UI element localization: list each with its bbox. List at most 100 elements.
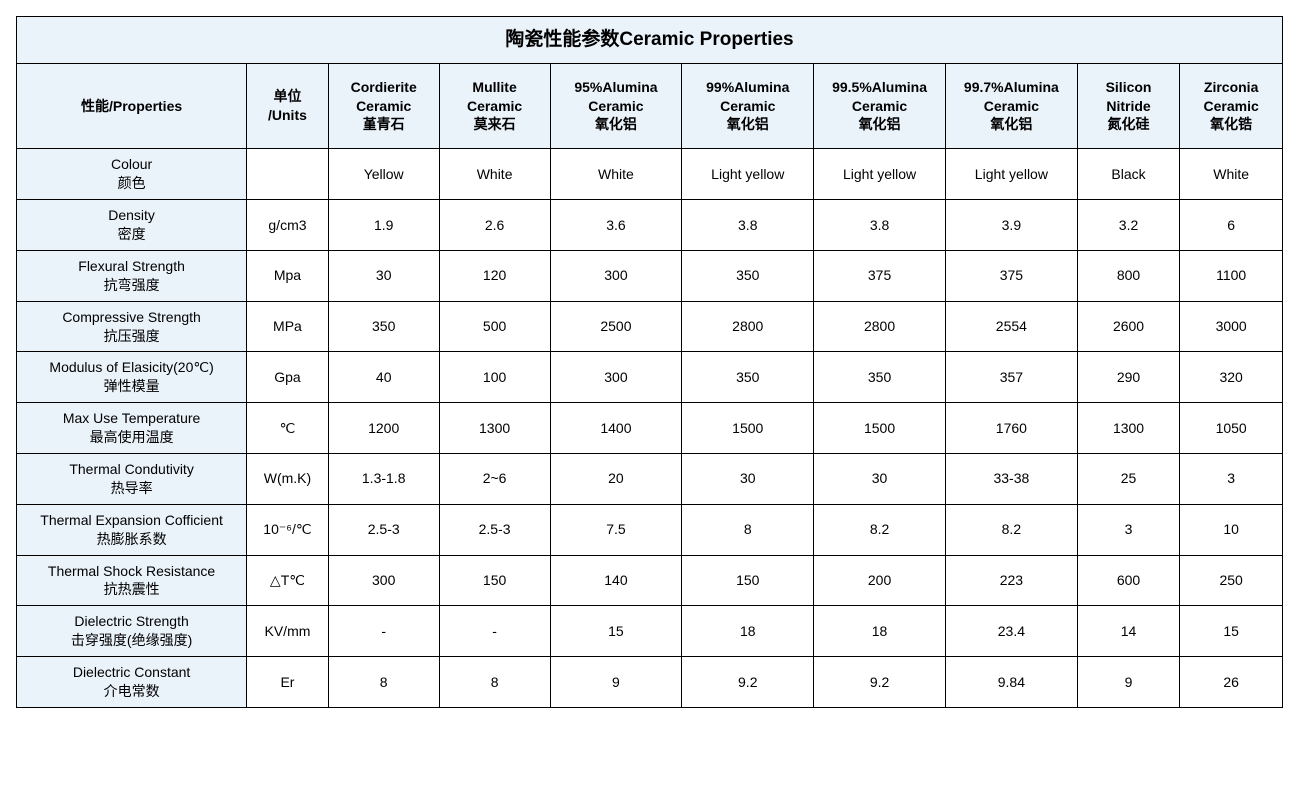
row-name-en: Modulus of Elasicity(20℃) (21, 358, 242, 377)
data-cell: 2.5-3 (328, 504, 439, 555)
data-cell: 2554 (945, 301, 1077, 352)
col-header-material-l1: Mullite (444, 78, 546, 97)
row-name-cn: 介电常数 (21, 682, 242, 701)
data-cell: 1500 (682, 403, 814, 454)
data-cell: 357 (945, 352, 1077, 403)
data-cell: 350 (682, 352, 814, 403)
col-header-material-l1: Zirconia (1184, 78, 1278, 97)
data-cell: 8 (328, 657, 439, 708)
row-property-name: Max Use Temperature最高使用温度 (17, 403, 247, 454)
col-header-material-l1: 99.5%Alumina (818, 78, 941, 97)
data-cell: 300 (550, 352, 682, 403)
data-cell: 1050 (1180, 403, 1283, 454)
col-header-material-5: 99.7%Alumina Ceramic 氧化铝 (945, 63, 1077, 149)
col-header-material-6: Silicon Nitride 氮化硅 (1077, 63, 1180, 149)
data-cell: 8.2 (814, 504, 946, 555)
col-header-units: 单位 /Units (247, 63, 329, 149)
col-header-material-2: 95%Alumina Ceramic 氧化铝 (550, 63, 682, 149)
col-header-material-l2: Nitride (1082, 97, 1176, 116)
data-cell: 3.9 (945, 200, 1077, 251)
data-cell: 3 (1077, 504, 1180, 555)
table-body: Colour颜色YellowWhiteWhiteLight yellowLigh… (17, 149, 1283, 708)
row-name-en: Dielectric Strength (21, 612, 242, 631)
table-row: Modulus of Elasicity(20℃)弹性模量Gpa40100300… (17, 352, 1283, 403)
row-unit: △T℃ (247, 555, 329, 606)
data-cell: 26 (1180, 657, 1283, 708)
data-cell: 800 (1077, 250, 1180, 301)
data-cell: 1100 (1180, 250, 1283, 301)
row-name-en: Dielectric Constant (21, 663, 242, 682)
row-name-cn: 热膨胀系数 (21, 530, 242, 549)
table-row: Dielectric Strength击穿强度(绝缘强度)KV/mm--1518… (17, 606, 1283, 657)
row-property-name: Modulus of Elasicity(20℃)弹性模量 (17, 352, 247, 403)
col-header-material-l2: Ceramic (686, 97, 809, 116)
data-cell: 150 (682, 555, 814, 606)
data-cell: 9.2 (814, 657, 946, 708)
col-header-material-l1: Cordierite (333, 78, 435, 97)
data-cell: 300 (328, 555, 439, 606)
row-name-cn: 密度 (21, 225, 242, 244)
data-cell: - (439, 606, 550, 657)
col-header-material-l2: Ceramic (1184, 97, 1278, 116)
data-cell: 2800 (682, 301, 814, 352)
table-header-row: 性能/Properties 单位 /Units Cordierite Ceram… (17, 63, 1283, 149)
col-header-material-l1: 99%Alumina (686, 78, 809, 97)
row-property-name: Thermal Condutivity热导率 (17, 454, 247, 505)
data-cell: Yellow (328, 149, 439, 200)
data-cell: 2600 (1077, 301, 1180, 352)
row-name-en: Density (21, 206, 242, 225)
data-cell: 2500 (550, 301, 682, 352)
data-cell: White (550, 149, 682, 200)
data-cell: Black (1077, 149, 1180, 200)
row-name-en: Colour (21, 155, 242, 174)
col-header-material-l2: Ceramic (333, 97, 435, 116)
data-cell: 350 (814, 352, 946, 403)
data-cell: Light yellow (945, 149, 1077, 200)
row-property-name: Flexural Strength抗弯强度 (17, 250, 247, 301)
data-cell: 20 (550, 454, 682, 505)
row-name-en: Thermal Expansion Cofficient (21, 511, 242, 530)
data-cell: 18 (814, 606, 946, 657)
col-header-units-l2: /Units (251, 106, 324, 125)
data-cell: 33-38 (945, 454, 1077, 505)
row-name-cn: 最高使用温度 (21, 428, 242, 447)
data-cell: 1.9 (328, 200, 439, 251)
data-cell: 25 (1077, 454, 1180, 505)
table-title-row: 陶瓷性能参数Ceramic Properties (17, 17, 1283, 64)
data-cell: 375 (814, 250, 946, 301)
data-cell: 15 (550, 606, 682, 657)
ceramic-properties-table: 陶瓷性能参数Ceramic Properties 性能/Properties 单… (16, 16, 1283, 708)
data-cell: 9.2 (682, 657, 814, 708)
data-cell: White (439, 149, 550, 200)
col-header-material-l3: 氧化铝 (818, 115, 941, 134)
row-unit: Er (247, 657, 329, 708)
data-cell: 9.84 (945, 657, 1077, 708)
data-cell: 120 (439, 250, 550, 301)
col-header-material-l3: 莫来石 (444, 115, 546, 134)
data-cell: 600 (1077, 555, 1180, 606)
data-cell: 14 (1077, 606, 1180, 657)
data-cell: Light yellow (682, 149, 814, 200)
table-row: Flexural Strength抗弯强度Mpa3012030035037537… (17, 250, 1283, 301)
data-cell: 3.6 (550, 200, 682, 251)
col-header-material-l1: 95%Alumina (555, 78, 678, 97)
row-name-cn: 颜色 (21, 174, 242, 193)
row-property-name: Density密度 (17, 200, 247, 251)
row-name-en: Flexural Strength (21, 257, 242, 276)
row-name-en: Thermal Condutivity (21, 460, 242, 479)
data-cell: 300 (550, 250, 682, 301)
row-property-name: Colour颜色 (17, 149, 247, 200)
row-unit: Mpa (247, 250, 329, 301)
data-cell: 15 (1180, 606, 1283, 657)
col-header-material-l3: 氮化硅 (1082, 115, 1176, 134)
data-cell: 30 (328, 250, 439, 301)
data-cell: 1400 (550, 403, 682, 454)
data-cell: Light yellow (814, 149, 946, 200)
data-cell: 2~6 (439, 454, 550, 505)
data-cell: 3.8 (814, 200, 946, 251)
col-header-material-7: Zirconia Ceramic 氧化锆 (1180, 63, 1283, 149)
data-cell: 3000 (1180, 301, 1283, 352)
data-cell: 40 (328, 352, 439, 403)
data-cell: 1300 (439, 403, 550, 454)
row-unit: g/cm3 (247, 200, 329, 251)
